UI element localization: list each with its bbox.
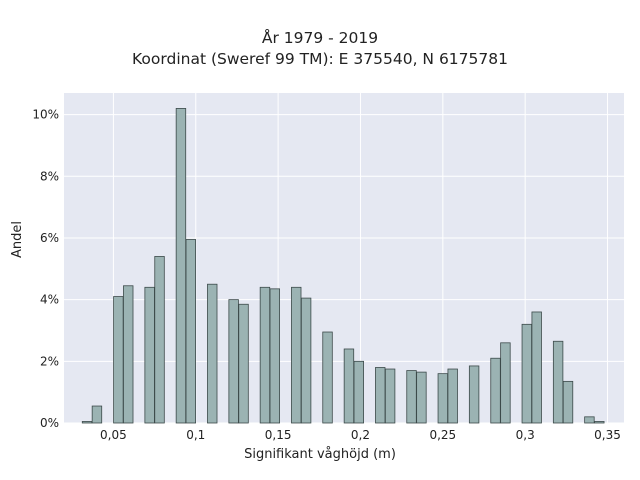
x-tick-label: 0,1 [186,428,205,442]
y-tick-label: 2% [40,354,59,368]
x-axis-ticks: 0,05 0,1 0,15 0,2 0,25 0,3 0,35 [100,428,621,442]
histogram-bar [175,108,187,424]
histogram-bar [144,286,155,424]
y-tick-label: 6% [40,231,59,245]
histogram-bar [238,303,249,424]
histogram-bar [322,331,333,424]
x-tick-label: 0,25 [429,428,456,442]
y-tick-label: 0% [40,416,59,430]
x-tick-label: 0,3 [516,428,535,442]
histogram-bar [300,297,312,424]
histogram-bar [343,348,355,424]
histogram-bar [81,421,93,424]
histogram-bar [269,288,280,424]
bars-group [81,108,605,424]
x-tick-label: 0,05 [100,428,127,442]
histogram-bar [416,371,427,424]
histogram-bar [562,380,574,424]
chart-title: År 1979 - 2019 [261,29,379,47]
histogram-bar [521,323,532,424]
x-tick-label: 0,15 [265,428,292,442]
histogram-bar [584,416,595,424]
histogram-bar [406,370,417,424]
y-tick-label: 8% [40,169,59,183]
histogram-bar [113,296,124,424]
x-axis-label: Signifikant våghöjd (m) [244,447,396,462]
y-tick-label: 4% [40,293,59,307]
y-axis-ticks: 0% 2% 4% 6% 8% 10% [32,108,59,430]
histogram-bar [468,365,480,424]
x-tick-label: 0,35 [594,428,621,442]
histogram-bar [123,285,134,424]
histogram-bar [375,367,386,424]
histogram-bar [91,405,103,424]
histogram-bar [500,342,511,424]
histogram-bar [594,421,605,424]
histogram-bar [447,368,458,424]
histogram-bar [552,340,564,424]
y-tick-label: 10% [32,108,59,122]
histogram-bar [154,256,165,424]
histogram-bar [228,299,239,424]
histogram-bar [384,368,396,424]
chart-subtitle: Koordinat (Sweref 99 TM): E 375540, N 61… [132,50,508,68]
histogram-bar [437,373,448,424]
y-axis-label: Andel [10,221,25,258]
histogram-bar [353,360,364,424]
histogram-bar [531,311,542,424]
histogram-bar [207,283,218,424]
histogram-bar [259,286,271,424]
histogram-bar [291,286,302,424]
histogram-bar [490,357,501,424]
histogram-bar [185,239,196,424]
x-tick-label: 0,2 [351,428,370,442]
